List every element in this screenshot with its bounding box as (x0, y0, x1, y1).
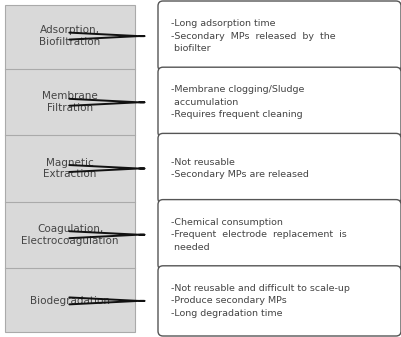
Text: -Chemical consumption
-Frequent  electrode  replacement  is
 needed: -Chemical consumption -Frequent electrod… (171, 218, 347, 252)
Text: -Membrane clogging/Sludge
 accumulation
-Requires frequent cleaning: -Membrane clogging/Sludge accumulation -… (171, 85, 304, 119)
FancyBboxPatch shape (5, 5, 135, 332)
Text: -Long adsorption time
-Secondary  MPs  released  by  the
 biofilter: -Long adsorption time -Secondary MPs rel… (171, 19, 336, 53)
Text: Coagulation,
Electrocoagulation: Coagulation, Electrocoagulation (21, 224, 119, 245)
FancyBboxPatch shape (158, 266, 401, 336)
Text: -Not reusable
-Secondary MPs are released: -Not reusable -Secondary MPs are release… (171, 158, 309, 179)
FancyBboxPatch shape (158, 133, 401, 204)
FancyBboxPatch shape (158, 200, 401, 270)
Text: Biodegradation: Biodegradation (30, 296, 110, 306)
FancyBboxPatch shape (158, 1, 401, 71)
Text: Membrane
Filtration: Membrane Filtration (42, 92, 98, 113)
Text: Magnetic
Extraction: Magnetic Extraction (43, 158, 97, 179)
FancyBboxPatch shape (158, 67, 401, 137)
Text: -Not reusable and difficult to scale-up
-Produce secondary MPs
-Long degradation: -Not reusable and difficult to scale-up … (171, 284, 350, 318)
Text: Adsorption,
Biofiltration: Adsorption, Biofiltration (39, 25, 101, 47)
